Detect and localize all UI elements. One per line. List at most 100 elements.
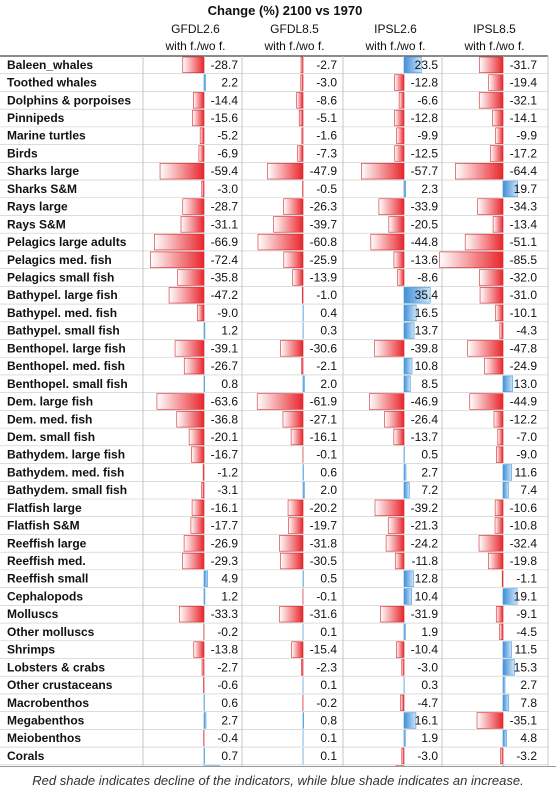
bar-negative bbox=[375, 500, 404, 516]
value-label: 16.1 bbox=[415, 714, 439, 728]
bar-negative bbox=[177, 411, 204, 427]
bar-negative bbox=[178, 270, 204, 286]
bar-negative bbox=[501, 748, 503, 764]
bar-negative bbox=[480, 287, 503, 303]
row-label: Macrobenthos bbox=[7, 696, 89, 710]
value-label: -26.3 bbox=[310, 200, 338, 214]
value-label: -12.2 bbox=[510, 412, 538, 426]
row-label: Dem. large fish bbox=[7, 395, 93, 409]
value-label: -8.6 bbox=[316, 93, 337, 107]
value-label: -39.8 bbox=[411, 341, 439, 355]
row-label: Dem. med. fish bbox=[7, 412, 92, 426]
bar-negative bbox=[268, 163, 303, 179]
value-label: -3.0 bbox=[217, 182, 238, 196]
bar-negative bbox=[301, 659, 303, 675]
value-label: 2.7 bbox=[221, 714, 238, 728]
value-label: -3.0 bbox=[417, 660, 438, 674]
bar-negative bbox=[394, 252, 404, 268]
value-label: -4.3 bbox=[516, 324, 537, 338]
bar-negative bbox=[496, 128, 503, 144]
row-label: Bathydem. small fish bbox=[7, 483, 127, 497]
value-label: 2.2 bbox=[221, 76, 238, 90]
value-label: -11.8 bbox=[412, 554, 439, 568]
bar-negative bbox=[192, 500, 204, 516]
value-label: -1.0 bbox=[316, 288, 337, 302]
bar-negative bbox=[488, 553, 503, 569]
bar-positive bbox=[404, 482, 409, 498]
value-label: 0.1 bbox=[320, 749, 337, 763]
value-label: -26.7 bbox=[211, 359, 239, 373]
bar-negative bbox=[399, 92, 404, 108]
value-label: 2.3 bbox=[421, 182, 438, 196]
bar-negative bbox=[288, 500, 303, 516]
value-label: -0.1 bbox=[316, 589, 337, 603]
column-header-2: IPSL2.6 bbox=[374, 22, 417, 36]
bar-negative bbox=[402, 748, 404, 764]
row-label: Bathypel. small fish bbox=[7, 324, 120, 338]
value-label: -3.0 bbox=[417, 749, 438, 763]
table-title: Change (%) 2100 vs 1970 bbox=[208, 3, 363, 18]
bar-negative bbox=[496, 305, 503, 321]
bar-negative bbox=[395, 146, 404, 162]
value-label: -66.9 bbox=[211, 235, 239, 249]
value-label: -0.2 bbox=[316, 696, 337, 710]
value-label: -1.2 bbox=[217, 465, 238, 479]
value-label: -60.8 bbox=[310, 235, 338, 249]
row-label: Meiobenthos bbox=[7, 731, 81, 745]
value-label: 0.8 bbox=[320, 714, 337, 728]
bar-negative bbox=[291, 429, 303, 445]
row-label: Birds bbox=[7, 146, 38, 160]
bar-positive bbox=[404, 358, 412, 374]
row-label: Sharks S&M bbox=[7, 182, 77, 196]
bar-negative bbox=[184, 358, 204, 374]
value-label: 13.0 bbox=[514, 377, 538, 391]
bar-negative bbox=[192, 110, 204, 126]
bar-negative bbox=[202, 659, 204, 675]
value-label: 10.8 bbox=[415, 359, 439, 373]
value-label: -9.9 bbox=[417, 129, 438, 143]
value-label: -0.5 bbox=[316, 182, 337, 196]
bar-negative bbox=[179, 606, 204, 622]
value-label: -19.8 bbox=[510, 554, 538, 568]
value-label: 7.8 bbox=[520, 696, 537, 710]
bar-negative bbox=[301, 57, 303, 73]
value-label: -14.4 bbox=[211, 93, 239, 107]
bar-negative bbox=[394, 429, 404, 445]
bar-positive bbox=[503, 482, 508, 498]
bar-positive bbox=[404, 181, 406, 197]
row-label: Reeffish med. bbox=[7, 554, 86, 568]
value-label: 23.5 bbox=[415, 58, 439, 72]
value-label: -34.3 bbox=[510, 200, 538, 214]
row-label: Rays large bbox=[7, 200, 68, 214]
value-label: -9.1 bbox=[516, 607, 537, 621]
value-label: -12.8 bbox=[411, 111, 439, 125]
bar-negative bbox=[193, 92, 204, 108]
value-label: -1.6 bbox=[316, 129, 337, 143]
value-label: -30.5 bbox=[310, 554, 338, 568]
value-label: -10.1 bbox=[510, 306, 538, 320]
value-label: -13.6 bbox=[411, 253, 439, 267]
bar-negative bbox=[380, 606, 404, 622]
bar-negative bbox=[292, 642, 303, 658]
row-label: Flatfish large bbox=[7, 501, 82, 515]
value-label: -31.8 bbox=[310, 536, 338, 550]
bar-negative bbox=[203, 465, 204, 481]
row-label: Toothed whales bbox=[7, 76, 97, 90]
row-label: Pelagics med. fish bbox=[7, 253, 112, 267]
value-label: -9.0 bbox=[217, 306, 238, 320]
value-label: 0.6 bbox=[320, 465, 337, 479]
value-label: -20.1 bbox=[211, 430, 239, 444]
value-label: -16.7 bbox=[211, 448, 239, 462]
bar-positive bbox=[503, 465, 512, 481]
bar-positive bbox=[404, 624, 405, 640]
row-label: Bathydem. large fish bbox=[7, 448, 125, 462]
bar-negative bbox=[284, 252, 303, 268]
value-label: -13.4 bbox=[510, 217, 538, 231]
value-label: -13.8 bbox=[211, 643, 239, 657]
value-label: -59.4 bbox=[211, 164, 239, 178]
value-label: -31.6 bbox=[310, 607, 338, 621]
value-label: 1.9 bbox=[421, 625, 438, 639]
value-label: -61.9 bbox=[310, 395, 338, 409]
bar-negative bbox=[183, 57, 204, 73]
